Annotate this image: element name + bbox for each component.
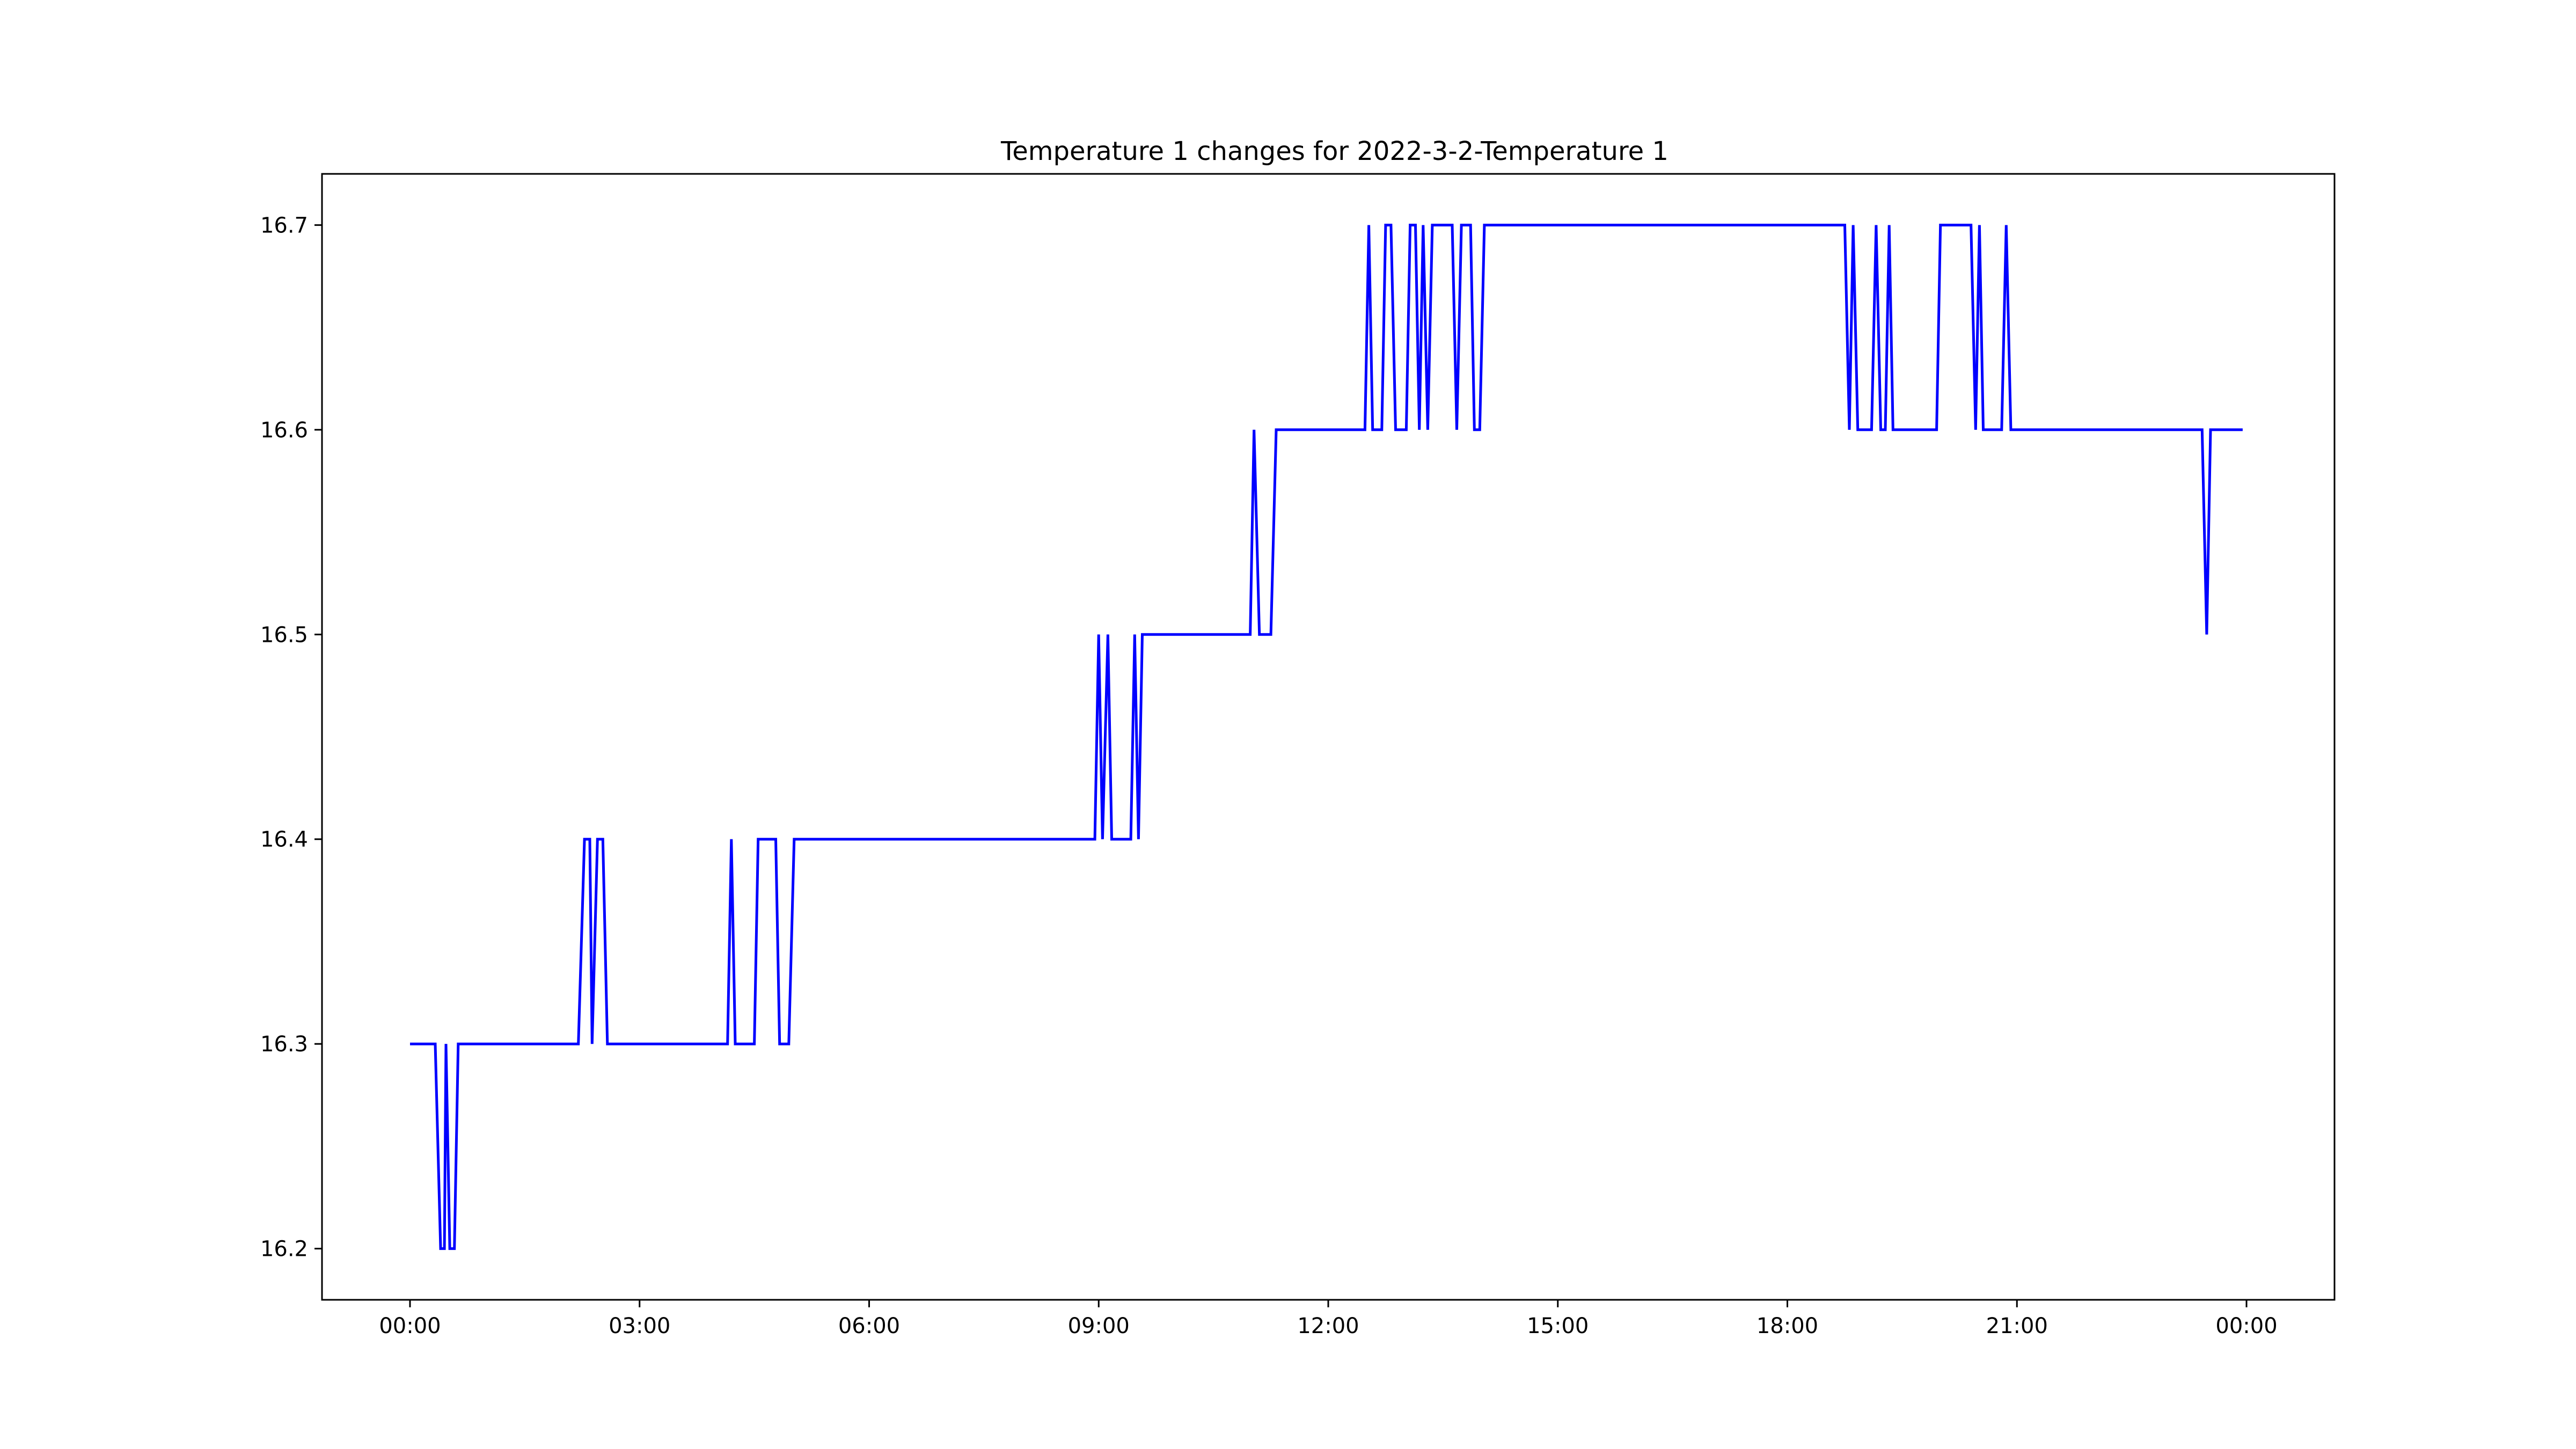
x-tick-label: 09:00 (1068, 1314, 1130, 1338)
y-tick-label: 16.3 (260, 1032, 308, 1057)
y-tick-label: 16.5 (260, 623, 308, 647)
y-tick-label: 16.4 (260, 828, 308, 852)
plot-area-frame (321, 173, 2336, 1301)
x-tick-label: 00:00 (2215, 1314, 2277, 1338)
chart-title: Temperature 1 changes for 2022-3-2-Tempe… (1000, 136, 1668, 166)
y-tick-label: 16.2 (260, 1237, 308, 1262)
x-tick-label: 06:00 (838, 1314, 900, 1338)
x-tick-label: 15:00 (1527, 1314, 1589, 1338)
x-tick-label: 03:00 (609, 1314, 670, 1338)
x-tick-label: 00:00 (379, 1314, 441, 1338)
x-tick-label: 18:00 (1757, 1314, 1818, 1338)
temperature-series-line (410, 223, 2243, 1250)
y-tick-label: 16.6 (260, 418, 308, 443)
y-axis: 16.2 16.3 16.4 16.5 16.6 16.7 (260, 213, 322, 1262)
x-tick-label: 12:00 (1297, 1314, 1359, 1338)
x-tick-label: 21:00 (1986, 1314, 2048, 1338)
x-axis: 00:00 03:00 06:00 09:00 12:00 15:00 18:00 21:00… (379, 1300, 2278, 1338)
y-tick-label: 16.7 (260, 213, 308, 238)
